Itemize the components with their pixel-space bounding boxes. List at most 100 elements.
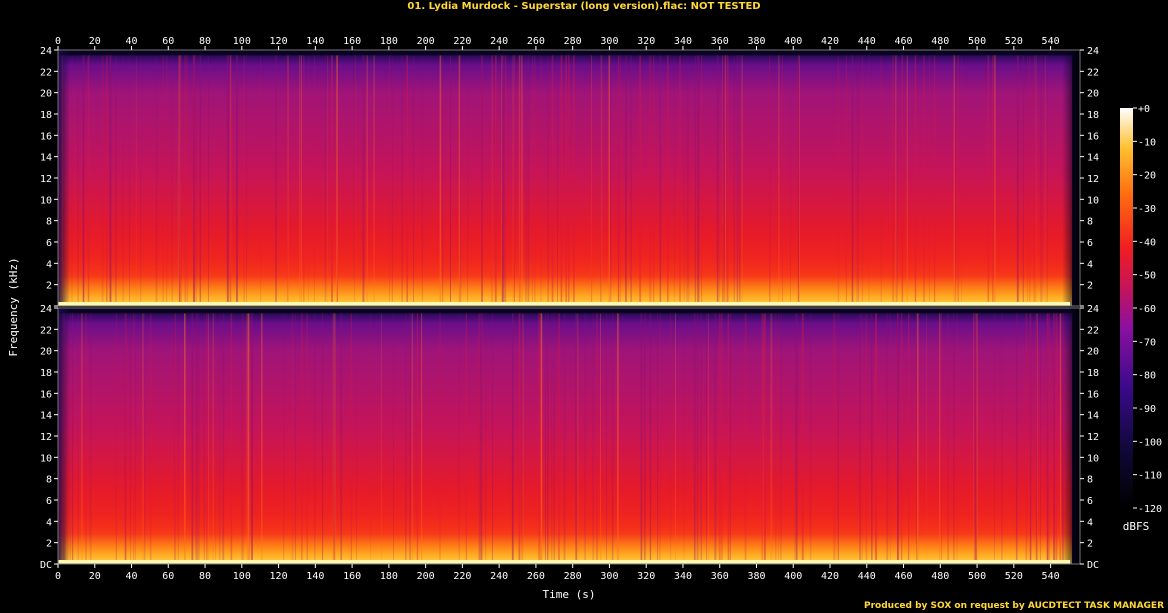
spectral-streak — [778, 55, 780, 307]
spectral-streak — [928, 55, 930, 307]
spectral-streak — [1015, 313, 1018, 565]
spectral-streak — [769, 55, 771, 307]
spectral-streak — [1027, 55, 1028, 307]
y-tick-label: 8 — [46, 217, 52, 228]
spectral-streak — [492, 313, 493, 565]
spectral-streak — [215, 313, 216, 565]
spectral-streak — [261, 313, 263, 565]
y-tick-label: 14 — [40, 411, 52, 422]
spectral-streak — [861, 313, 863, 565]
spectral-streak — [481, 55, 483, 307]
spectral-streak — [953, 313, 955, 565]
spectral-streak — [110, 55, 112, 307]
y-tick-label: 16 — [1087, 389, 1099, 400]
spectral-streak — [1017, 55, 1019, 307]
spectral-streak — [987, 55, 990, 307]
x-tick-label: 420 — [821, 36, 839, 47]
spectral-streak — [896, 55, 898, 307]
spectral-streak — [241, 313, 243, 565]
spectral-streak — [314, 55, 315, 307]
colorbar-tick-label: -80 — [1138, 371, 1156, 382]
spectral-streak — [625, 55, 627, 307]
spectral-streak — [228, 55, 229, 307]
spectral-streak — [606, 313, 607, 565]
spectral-streak — [892, 55, 894, 307]
y-tick-label: 6 — [1087, 496, 1093, 507]
spectral-streak — [340, 313, 343, 565]
spectral-streak — [405, 313, 407, 565]
spectral-streak — [620, 55, 621, 307]
y-tick-label: 12 — [1087, 174, 1099, 185]
spectral-streak — [458, 313, 460, 565]
spectral-streak — [222, 313, 225, 565]
x-tick-label: 220 — [453, 36, 471, 47]
y-tick-label: 18 — [1087, 368, 1099, 379]
spectral-streak — [551, 55, 553, 307]
spectral-streak — [547, 313, 549, 565]
spectral-streak — [89, 313, 92, 565]
y-tick-label: 2 — [1087, 281, 1093, 292]
x-tick-label: 360 — [711, 571, 729, 582]
spectral-streak — [481, 55, 483, 307]
spectral-streak — [307, 313, 309, 565]
spectral-streak — [450, 55, 451, 307]
spectral-streak — [505, 55, 506, 307]
spectral-streak — [162, 55, 164, 307]
spectral-streak — [251, 313, 253, 565]
spectral-streak — [618, 55, 620, 307]
spectral-streak — [1033, 55, 1036, 307]
spectral-streak — [727, 313, 730, 565]
spectral-streak — [558, 313, 560, 565]
spectral-streak — [83, 55, 85, 307]
spectral-streak — [248, 313, 250, 565]
spectral-streak — [674, 55, 675, 307]
x-tick-label: 360 — [711, 36, 729, 47]
spectral-streak — [144, 313, 146, 565]
spectral-streak — [744, 313, 747, 565]
x-tick-label: 240 — [490, 571, 508, 582]
spectral-streak — [337, 55, 338, 307]
x-tick-label: 200 — [417, 571, 435, 582]
x-tick-label: 120 — [270, 571, 288, 582]
spectral-streak — [701, 55, 703, 307]
spectral-streak — [521, 313, 523, 565]
x-tick-label: 480 — [931, 571, 949, 582]
spectral-streak — [1059, 313, 1062, 565]
spectral-streak — [491, 55, 493, 307]
spectral-streak — [1048, 313, 1050, 565]
x-tick-label: 280 — [564, 36, 582, 47]
spectral-streak — [956, 313, 958, 565]
spectral-streak — [155, 55, 158, 307]
spectral-streak — [974, 313, 977, 565]
spectral-streak — [331, 55, 333, 307]
colorbar-tick-label: -40 — [1138, 237, 1156, 248]
spectral-streak — [560, 55, 563, 307]
spectral-streak — [246, 313, 248, 565]
x-tick-label: 60 — [162, 36, 174, 47]
y-tick-label: 2 — [1087, 539, 1093, 550]
spectral-streak — [512, 55, 514, 307]
spectral-streak — [208, 55, 209, 307]
spectral-streak — [600, 55, 602, 307]
spectral-streak — [180, 55, 182, 307]
x-tick-label: 440 — [858, 36, 876, 47]
spectral-streak — [166, 55, 168, 307]
left-edge-fade — [58, 50, 70, 306]
x-tick-label: 60 — [162, 571, 174, 582]
low-frequency-band — [58, 514, 1070, 564]
spectral-streak — [775, 313, 777, 565]
spectral-streak — [332, 313, 334, 565]
x-tick-label: 0 — [55, 36, 61, 47]
spectral-streak — [177, 313, 179, 565]
spectral-streak — [610, 55, 612, 307]
x-tick-label: 320 — [637, 36, 655, 47]
x-tick-label: 540 — [1042, 571, 1060, 582]
spectral-streak — [362, 55, 365, 307]
spectral-streak — [688, 55, 690, 307]
spectral-streak — [355, 55, 356, 307]
x-tick-label: 20 — [89, 571, 101, 582]
spectral-streak — [992, 55, 994, 307]
spectral-streak — [203, 313, 205, 565]
spectral-streak — [782, 55, 783, 307]
spectral-streak — [600, 55, 603, 307]
